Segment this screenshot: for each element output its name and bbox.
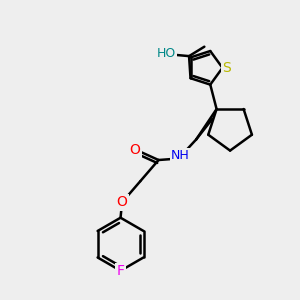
Text: S: S xyxy=(222,61,230,75)
Text: HO: HO xyxy=(157,47,176,60)
Text: O: O xyxy=(117,195,128,209)
Text: O: O xyxy=(130,143,140,157)
Text: NH: NH xyxy=(171,149,189,162)
Text: F: F xyxy=(117,264,124,278)
